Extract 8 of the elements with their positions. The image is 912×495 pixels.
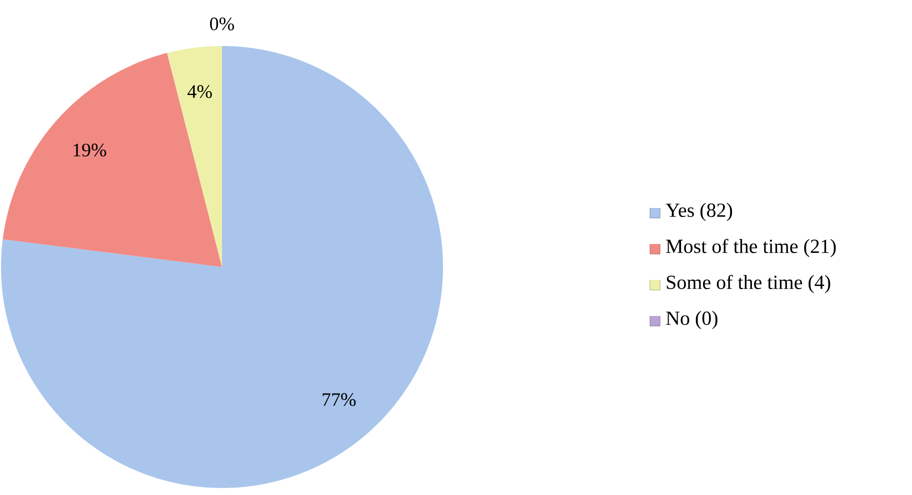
data-label: 4% <box>188 85 212 98</box>
data-label: 19% <box>74 144 106 157</box>
data-label: 77% <box>322 393 356 406</box>
legend-label: No (0) <box>666 310 718 330</box>
legend-label: Some of the time (4) <box>666 274 830 294</box>
text: 0% <box>210 17 234 30</box>
legend-label: Yes (82) <box>666 202 732 222</box>
legend-label: Most of the time (21) <box>666 238 836 258</box>
